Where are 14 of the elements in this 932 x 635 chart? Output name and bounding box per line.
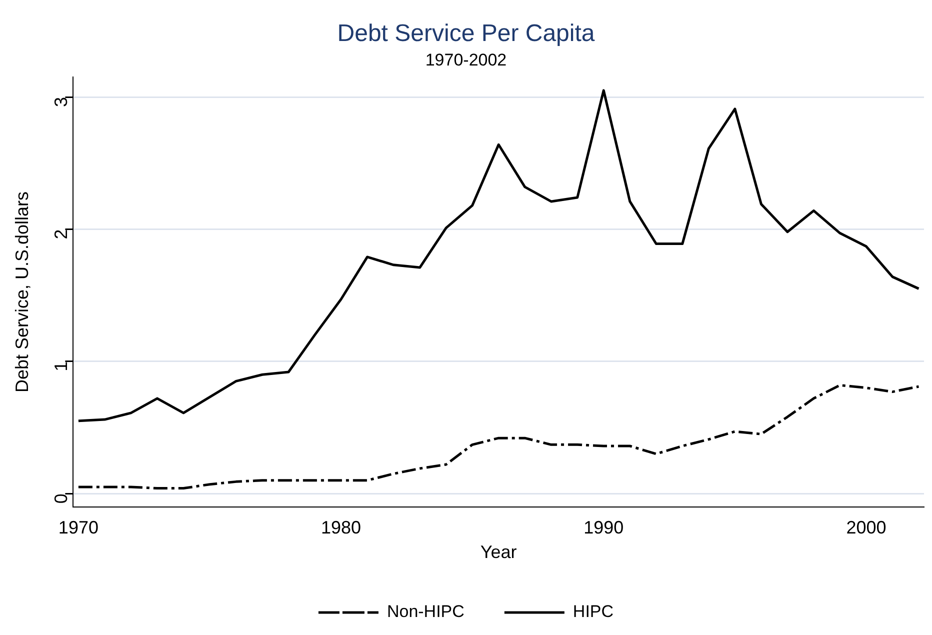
x-tick-label: 1980	[321, 518, 362, 538]
y-tick-label: 2	[51, 229, 72, 240]
x-axis-title: Year	[480, 542, 517, 562]
x-tick-label: 1970	[58, 518, 98, 538]
y-tick-label: 3	[51, 97, 72, 108]
legend-label: HIPC	[572, 602, 614, 622]
y-tick-label: 1	[51, 361, 72, 372]
y-axis-title: Debt Service, U.S.dollars	[12, 191, 32, 393]
x-tick-label: 1990	[584, 518, 624, 538]
chart-subtitle: 1970-2002	[425, 50, 507, 70]
x-tick-label: 2000	[846, 518, 886, 538]
y-tick-label: 0	[51, 494, 72, 504]
chart-title: Debt Service Per Capita	[337, 20, 596, 48]
legend-label: Non-HIPC	[386, 602, 464, 622]
